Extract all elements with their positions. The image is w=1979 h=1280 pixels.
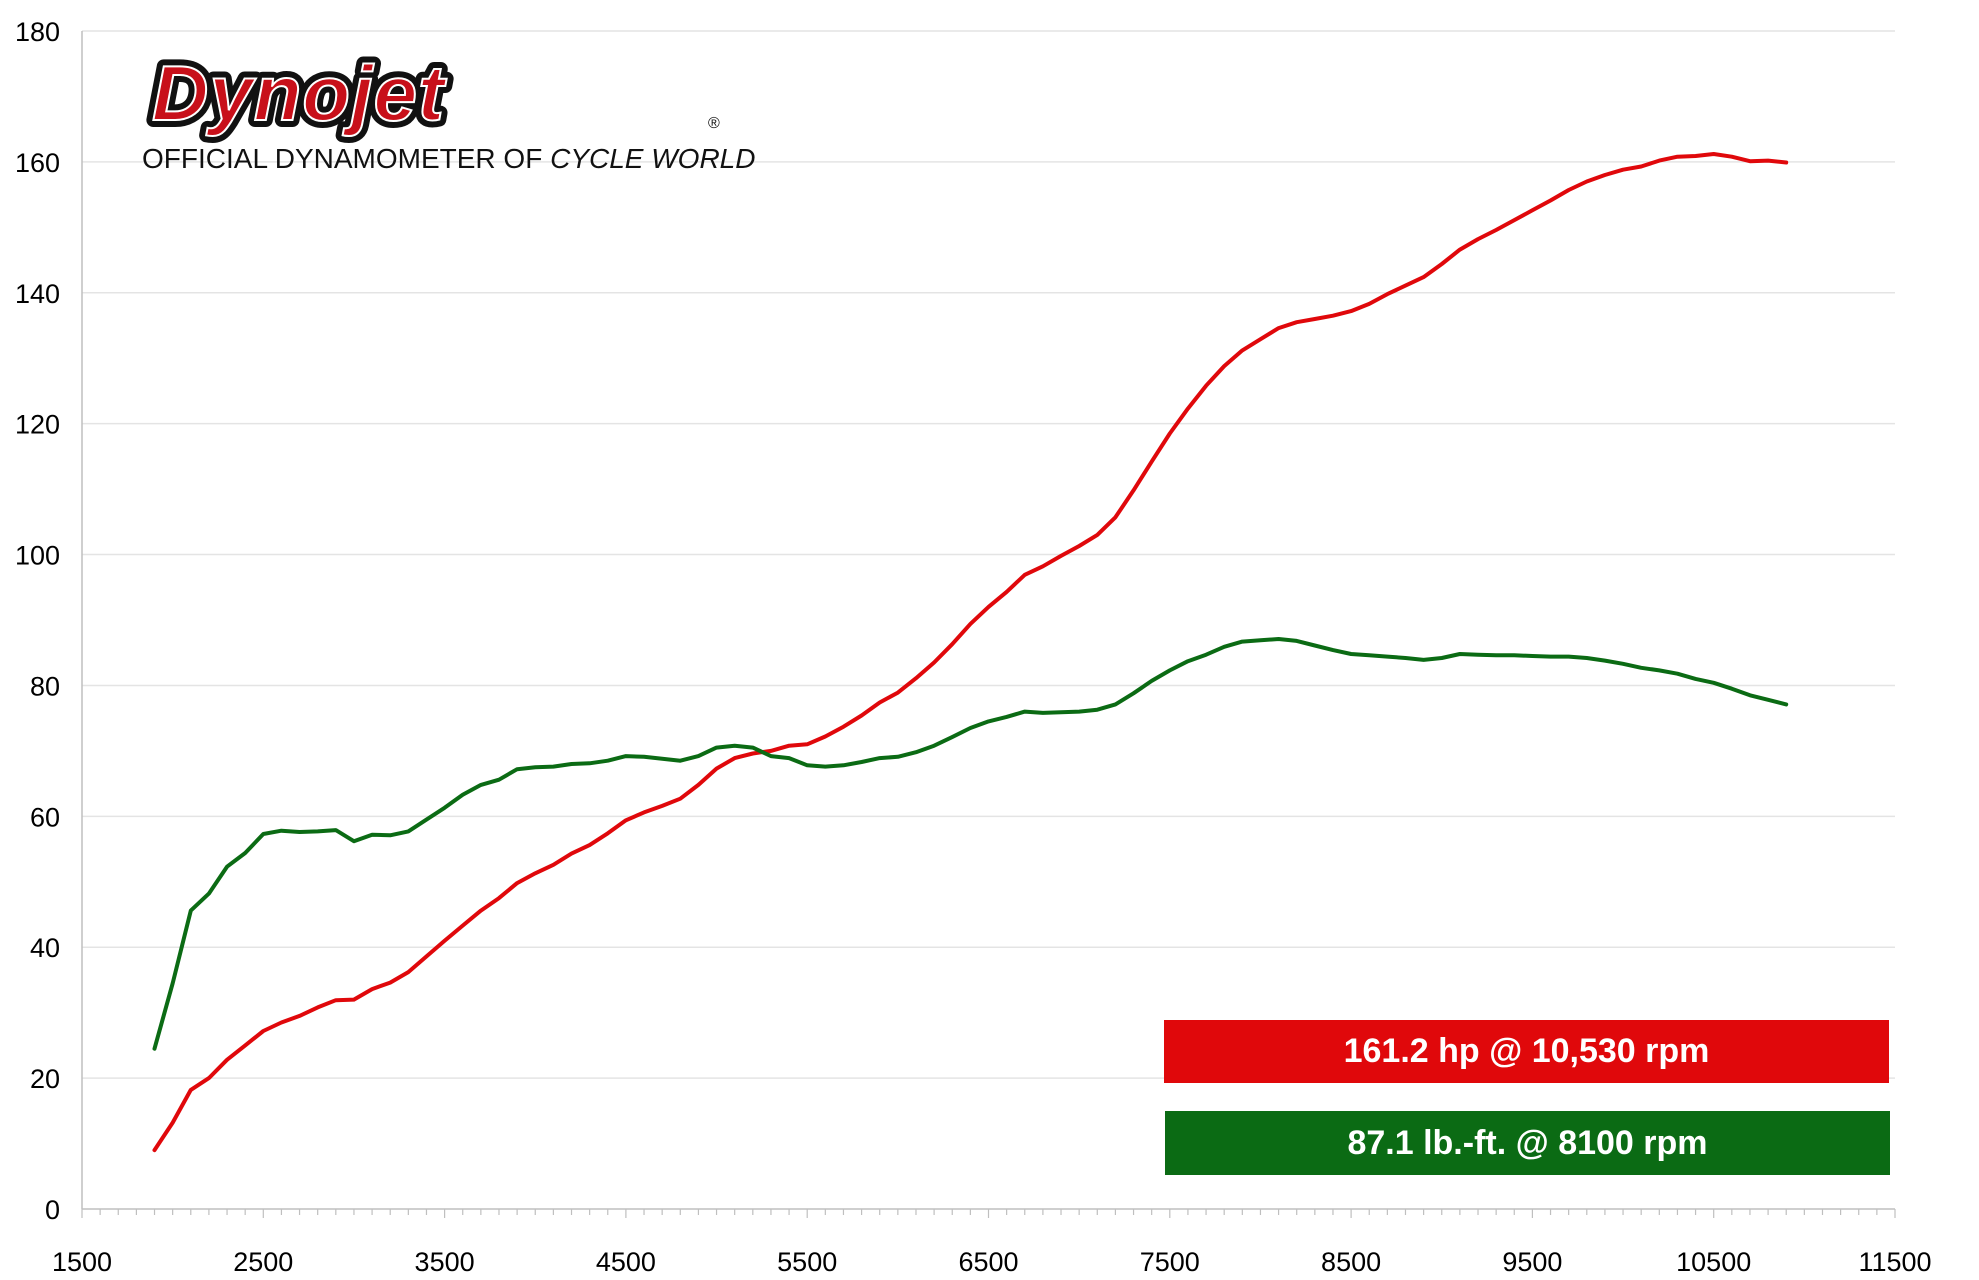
y-tick-label: 60 xyxy=(30,802,60,832)
hp-peak-badge: 161.2 hp @ 10,530 rpm xyxy=(1164,1020,1889,1083)
x-tick-label: 11500 xyxy=(1858,1247,1931,1277)
logo-wordmark-outline: Dynojet xyxy=(152,49,447,137)
horsepower-line xyxy=(152,152,1789,1153)
logo-wordmark: Dynojet xyxy=(152,49,447,137)
axes xyxy=(81,31,1896,1218)
y-tick-label: 180 xyxy=(15,17,60,47)
x-tick-label: 9500 xyxy=(1502,1247,1562,1277)
x-tick-label: 5500 xyxy=(777,1247,837,1277)
gridlines xyxy=(82,30,1895,1079)
x-tick-label: 4500 xyxy=(596,1247,656,1277)
tagline-prefix: OFFICIAL DYNAMOMETER OF xyxy=(142,143,550,174)
torque-peak-badge: 87.1 lb.-ft. @ 8100 rpm xyxy=(1165,1111,1890,1175)
y-tick-label: 0 xyxy=(45,1195,60,1225)
x-tick-label: 8500 xyxy=(1321,1247,1381,1277)
y-tick-label: 120 xyxy=(15,410,60,440)
x-tick-label: 7500 xyxy=(1140,1247,1200,1277)
tagline-emphasis: CYCLE WORLD xyxy=(550,143,755,174)
y-tick-label: 80 xyxy=(30,671,60,701)
x-tick-label: 2500 xyxy=(233,1247,293,1277)
hp-peak-text: 161.2 hp @ 10,530 rpm xyxy=(1343,1032,1710,1070)
x-tick-labels: 1500 2500 3500 4500 5500 6500 7500 8500 9500 1050… xyxy=(52,1247,1932,1277)
y-tick-label: 140 xyxy=(15,279,60,309)
y-tick-label: 40 xyxy=(30,933,60,963)
y-tick-label: 160 xyxy=(15,148,60,178)
x-tick-label: 10500 xyxy=(1676,1247,1751,1277)
x-tick-label: 3500 xyxy=(415,1247,475,1277)
logo-tagline: OFFICIAL DYNAMOMETER OF CYCLE WORLD xyxy=(142,143,755,174)
torque-line xyxy=(152,637,1789,1051)
y-tick-labels: 0 20 40 60 80 100 120 140 160 180 xyxy=(15,17,60,1225)
y-tick-label: 100 xyxy=(15,541,60,571)
registered-mark: ® xyxy=(708,115,720,132)
series-lines xyxy=(152,152,1789,1153)
x-tick-label: 1500 xyxy=(52,1247,112,1277)
y-tick-label: 20 xyxy=(30,1064,60,1094)
x-tick-label: 6500 xyxy=(958,1247,1018,1277)
torque-peak-text: 87.1 lb.-ft. @ 8100 rpm xyxy=(1347,1123,1708,1162)
dynojet-logo: Dynojet Dynojet ® OFFICIAL DYNAMOMETER O… xyxy=(142,42,755,174)
